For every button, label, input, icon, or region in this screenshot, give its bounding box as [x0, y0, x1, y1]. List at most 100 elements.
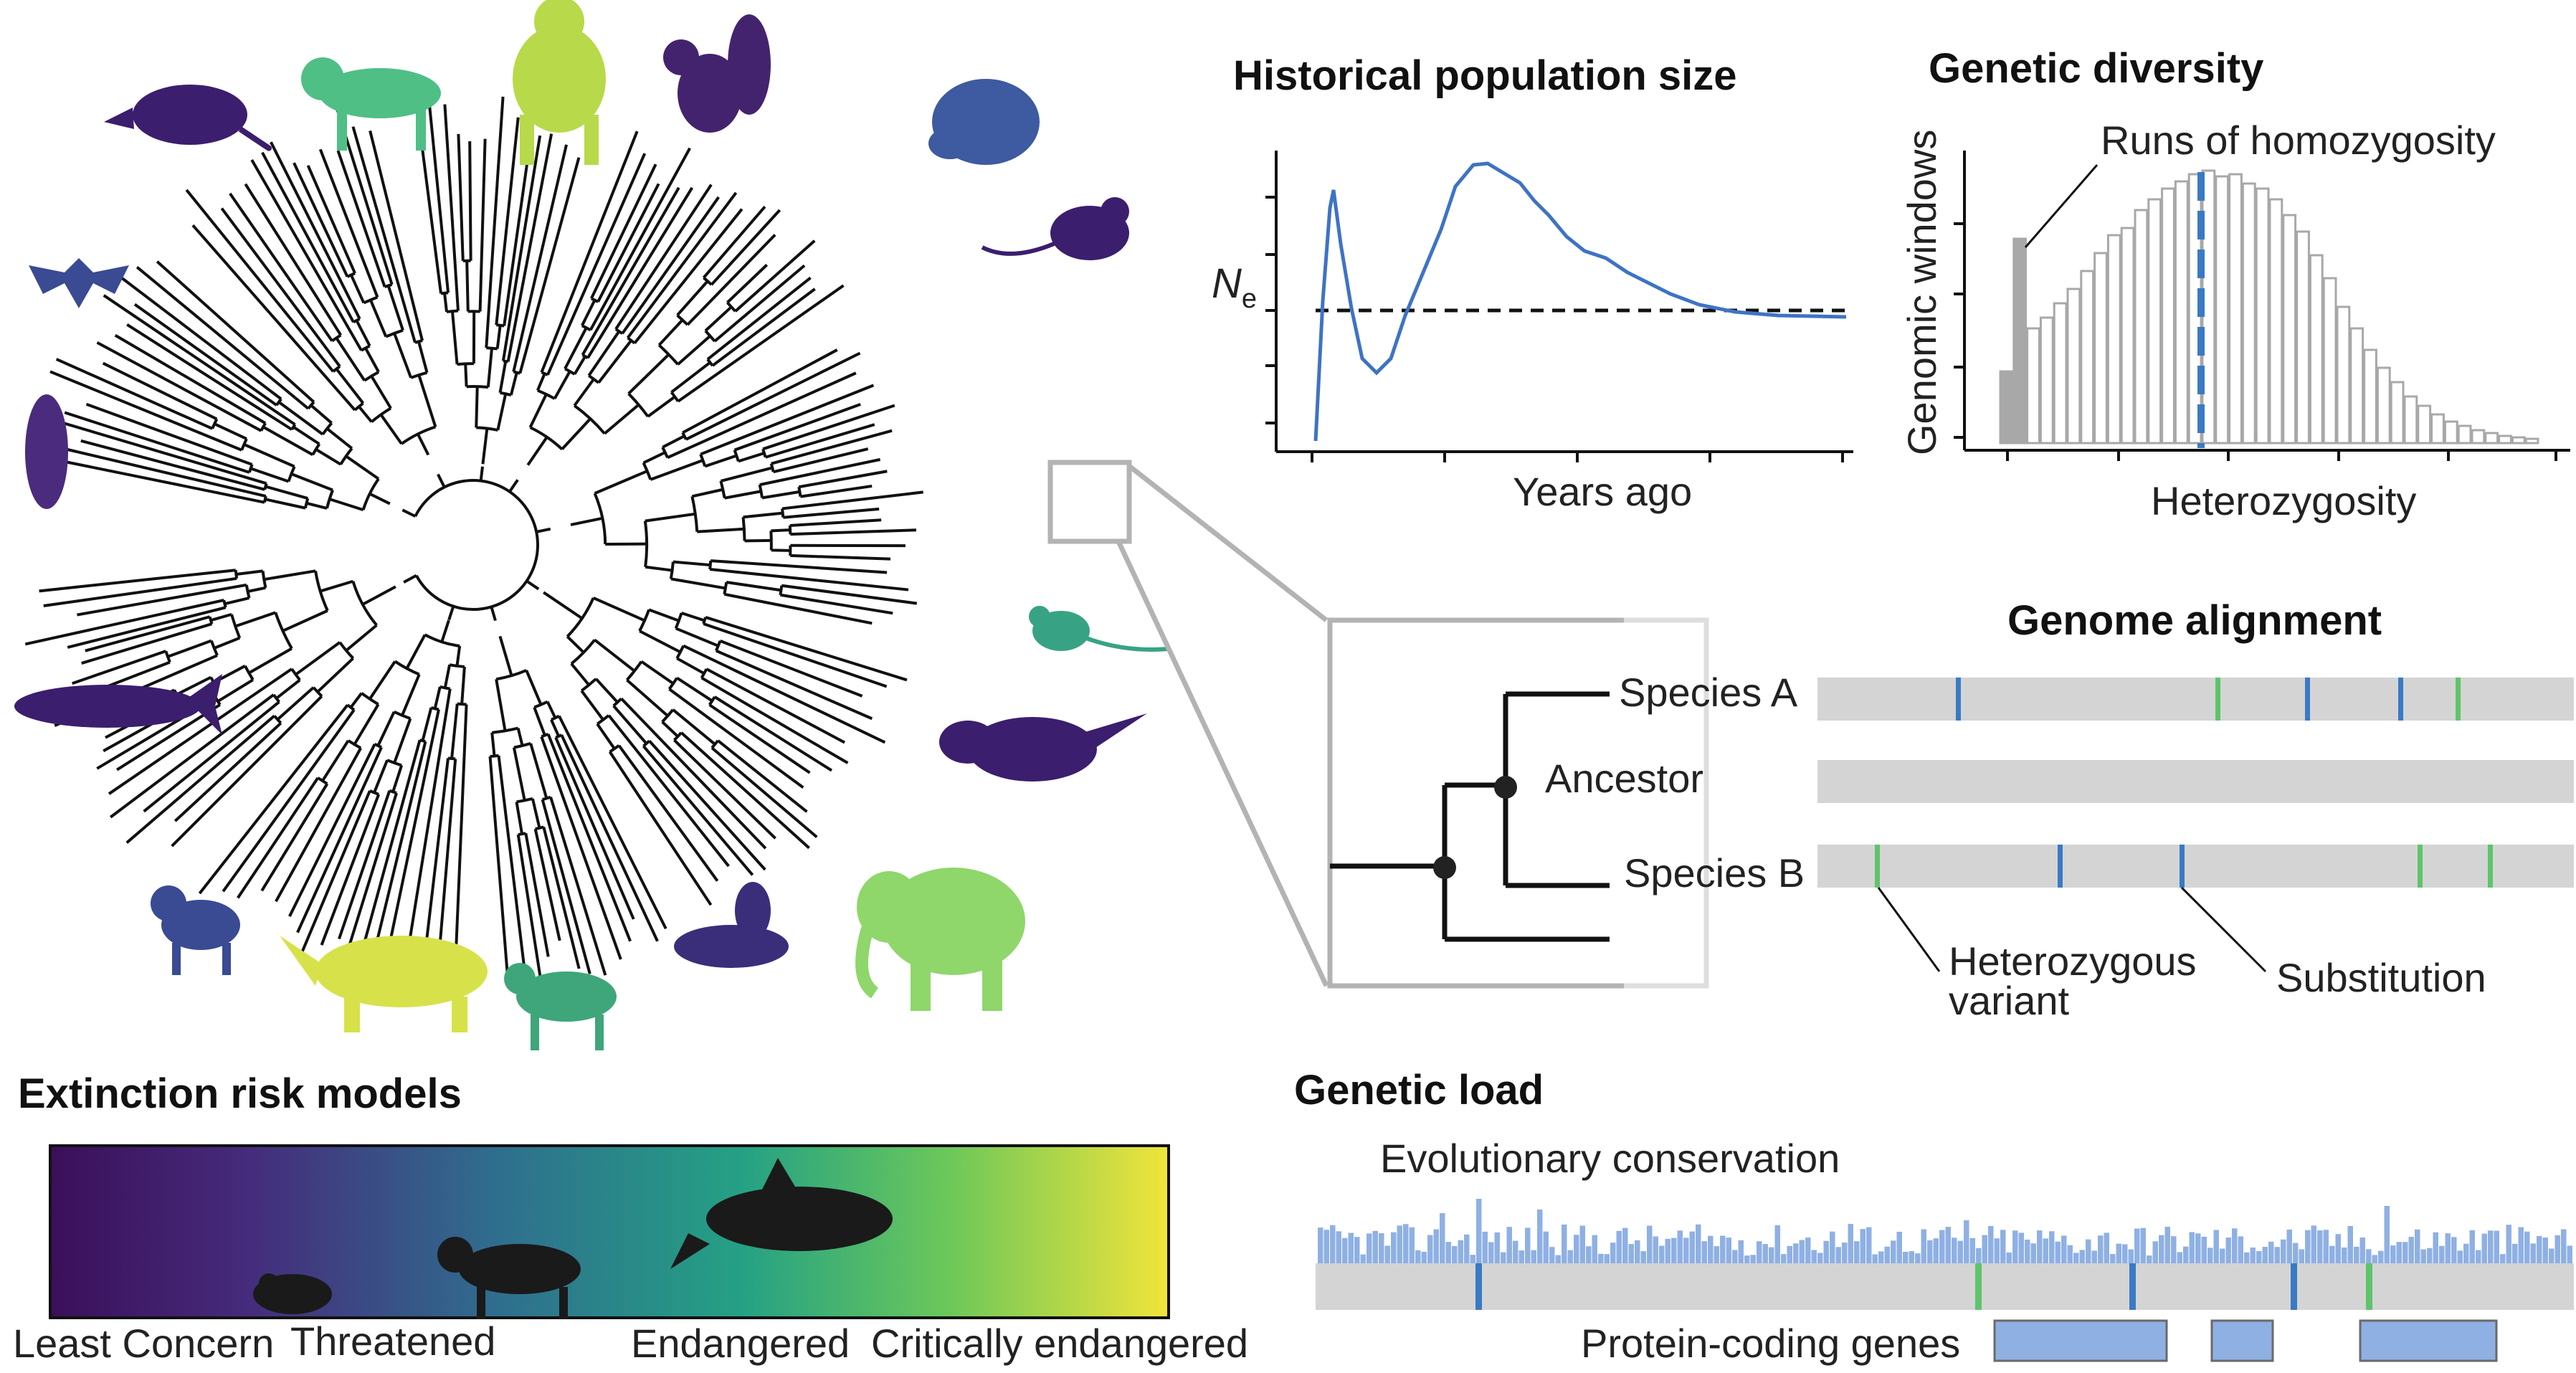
conservation-bar — [1701, 1241, 1707, 1263]
conservation-bar — [1689, 1231, 1695, 1263]
histogram-bar — [2039, 316, 2054, 445]
histogram-bar — [2498, 434, 2512, 445]
conservation-bar — [2025, 1239, 2030, 1263]
histogram-bar — [2417, 404, 2432, 445]
ancestor-label: Ancestor — [1545, 756, 1703, 801]
risk-category-threatened: Threatened — [290, 1319, 495, 1364]
conservation-bar — [1549, 1247, 1555, 1263]
conservation-bar — [2439, 1245, 2445, 1263]
roh-bar — [1999, 370, 2014, 445]
conservation-bar — [2128, 1249, 2134, 1263]
histogram-bar — [2282, 214, 2297, 445]
conservation-bar — [2183, 1246, 2189, 1263]
conservation-bar — [1409, 1227, 1415, 1263]
conservation-bar — [1720, 1235, 1726, 1263]
conservation-bar — [1781, 1254, 1787, 1263]
conservation-bar — [1531, 1250, 1536, 1263]
risk-category-endangered: Endangered — [631, 1321, 850, 1366]
conservation-bar — [1628, 1244, 1634, 1263]
rat-icon — [981, 197, 1129, 260]
histogram-bar — [2403, 395, 2418, 445]
conservation-bar — [2067, 1245, 2073, 1263]
histogram-bar — [2120, 227, 2135, 445]
conservation-bar — [1659, 1245, 1665, 1263]
conservation-bar — [1799, 1240, 1805, 1263]
diversity-panel: Genetic diversity Runs of homozygosity G… — [1899, 45, 2570, 523]
risk-category-critically-endangered: Critically endangered — [871, 1321, 1248, 1366]
population-size-line — [1313, 161, 1847, 442]
zoomed-tree-panel: Species A Ancestor Species B — [1327, 617, 1805, 989]
conservation-bar — [1921, 1229, 1926, 1263]
histogram-bar — [2228, 173, 2243, 445]
elephant-icon — [855, 868, 1025, 1011]
diversity-xlabel: Heterozygosity — [2151, 478, 2416, 523]
conservation-bar — [1415, 1250, 1421, 1263]
genome-track — [1316, 1263, 2574, 1310]
conservation-bar — [1939, 1230, 1945, 1263]
conservation-bar — [2250, 1248, 2256, 1263]
histogram-bar — [2053, 302, 2068, 445]
root-node — [1433, 856, 1456, 879]
conservation-bar — [2091, 1250, 2097, 1263]
roh-bar — [2012, 237, 2028, 445]
conservation-bar — [2542, 1237, 2548, 1263]
conservation-bar — [1903, 1251, 1909, 1263]
histogram-bar — [2471, 429, 2486, 445]
conservation-bar — [1445, 1242, 1451, 1263]
conservation-bar — [2274, 1247, 2280, 1263]
deer-silhouette-icon — [437, 1237, 581, 1319]
load-title: Genetic load — [1294, 1067, 1544, 1113]
conservation-bar — [2451, 1237, 2457, 1263]
conservation-bar — [1683, 1237, 1689, 1263]
conservation-bar — [2457, 1250, 2463, 1263]
conservation-bar — [2281, 1239, 2286, 1263]
conservation-bar — [2134, 1228, 2140, 1263]
conservation-bar — [2049, 1231, 2055, 1263]
conservation-bar — [1757, 1241, 1762, 1263]
conservation-bar — [2152, 1241, 2158, 1263]
conservation-bar — [1574, 1235, 1579, 1263]
conservation-bar — [1860, 1229, 1866, 1263]
conservation-bar — [2549, 1248, 2554, 1263]
conservation-bar — [1640, 1251, 1646, 1263]
conservation-bar — [2524, 1231, 2530, 1263]
opossum-icon — [104, 85, 272, 151]
conservation-bar — [1848, 1224, 1853, 1263]
conservation-bar — [1592, 1235, 1597, 1263]
phylogenetic-tree — [24, 96, 923, 996]
conservation-bar — [2335, 1234, 2341, 1263]
conservation-bar — [1708, 1235, 1714, 1263]
conservation-bar — [2317, 1230, 2323, 1263]
conservation-bar — [1988, 1225, 1994, 1263]
conservation-bar — [1647, 1225, 1653, 1263]
risk-gradient-bar — [49, 1144, 1170, 1319]
conservation-bar — [2262, 1247, 2268, 1263]
histogram-bar — [2093, 252, 2108, 445]
conservation-bar — [2256, 1250, 2262, 1263]
histogram-bar — [2349, 327, 2364, 445]
conservation-bar — [2518, 1227, 2524, 1263]
conservation-bar — [2220, 1248, 2225, 1263]
conservation-bar — [2537, 1235, 2542, 1263]
conservation-bar — [1866, 1227, 1872, 1263]
conservation-bar — [2079, 1250, 2085, 1263]
conservation-bar — [2043, 1238, 2048, 1263]
conservation-bar — [1842, 1243, 1848, 1263]
conservation-bar — [2037, 1230, 2043, 1263]
conservation-bar — [1726, 1237, 1731, 1263]
histogram-bar — [2511, 436, 2526, 445]
conservation-bar — [1421, 1251, 1427, 1263]
conservation-bar — [2530, 1243, 2536, 1263]
conservation-bar — [2506, 1225, 2511, 1263]
histogram-bar — [2215, 175, 2230, 445]
substitution-label: Substitution — [2276, 955, 2486, 1000]
histogram-bar — [2268, 198, 2283, 445]
conservation-bar — [1653, 1236, 1658, 1263]
conservation-bar — [2299, 1249, 2304, 1263]
extinction-title: Extinction risk models — [18, 1070, 462, 1117]
conservation-bar — [2420, 1249, 2426, 1263]
ram-icon — [151, 885, 240, 975]
histogram-bar — [2322, 277, 2337, 445]
conservation-bar — [1488, 1242, 1494, 1263]
conservation-bar — [2342, 1247, 2347, 1263]
